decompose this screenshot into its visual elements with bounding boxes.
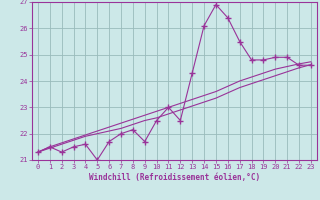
X-axis label: Windchill (Refroidissement éolien,°C): Windchill (Refroidissement éolien,°C) xyxy=(89,173,260,182)
